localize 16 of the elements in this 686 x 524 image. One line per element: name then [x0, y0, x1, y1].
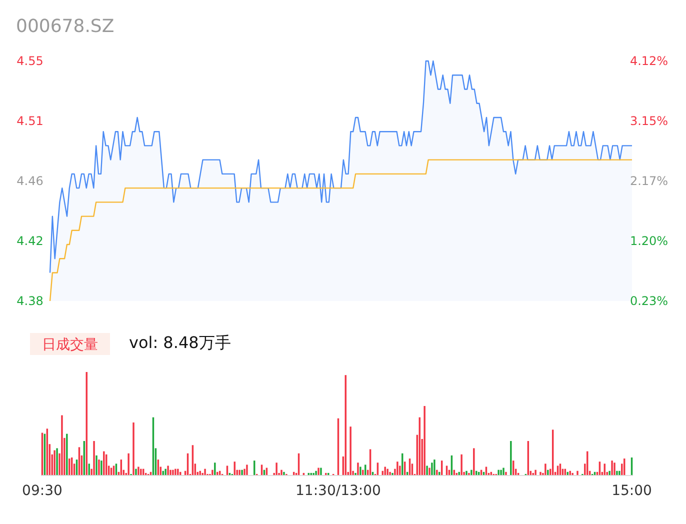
- x-tick-label: 15:00: [612, 483, 652, 499]
- y2-tick-label: 1.20%: [630, 234, 668, 248]
- y-tick-label: 4.55: [16, 54, 44, 68]
- chart-title: 000678.SZ: [16, 16, 114, 37]
- x-tick-label: 09:30: [22, 483, 62, 499]
- y-tick-label: 4.51: [16, 114, 44, 128]
- y2-tick-label: 4.12%: [630, 54, 668, 68]
- y2-tick-label: 0.23%: [630, 294, 668, 308]
- x-tick-label: 11:30/13:00: [296, 483, 381, 499]
- chart-title: 日成交量: [42, 337, 98, 353]
- y2-tick-label: 3.15%: [630, 114, 668, 128]
- y-tick-label: 4.42: [16, 234, 44, 248]
- y-tick-label: 4.46: [16, 174, 44, 188]
- text: vol: 8.48万手: [129, 333, 231, 352]
- y-tick-label: 4.38: [16, 294, 44, 308]
- y2-tick-label: 2.17%: [630, 174, 668, 188]
